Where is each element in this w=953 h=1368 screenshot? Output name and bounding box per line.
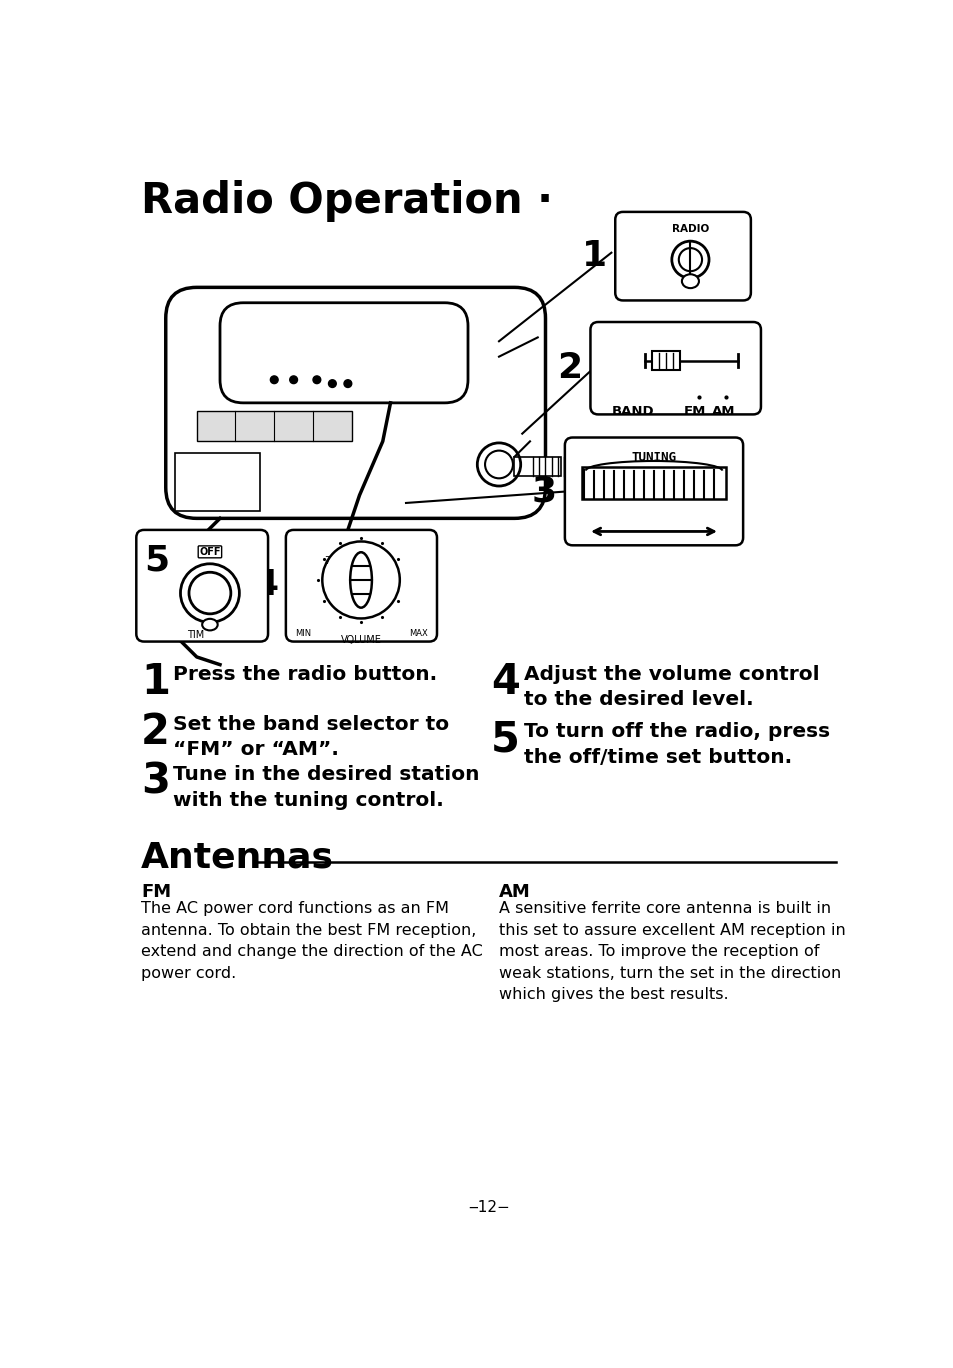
Bar (196, 410, 352, 442)
Text: 2: 2 (141, 711, 170, 752)
Text: 5: 5 (144, 543, 169, 577)
Ellipse shape (202, 618, 217, 631)
Text: MAX: MAX (409, 629, 427, 639)
Text: Tune in the desired station
with the tuning control.: Tune in the desired station with the tun… (173, 765, 479, 810)
Text: Set the band selector to
“FM” or “AM”.: Set the band selector to “FM” or “AM”. (173, 714, 449, 759)
FancyBboxPatch shape (166, 287, 545, 518)
Text: RADIO: RADIO (671, 224, 708, 234)
Text: 5: 5 (491, 718, 519, 761)
Circle shape (270, 376, 278, 383)
Text: 4: 4 (491, 661, 519, 703)
FancyBboxPatch shape (590, 321, 760, 415)
Bar (581, 466, 725, 499)
Ellipse shape (350, 553, 372, 607)
Text: OFF: OFF (199, 547, 220, 557)
FancyBboxPatch shape (136, 529, 268, 642)
Bar (652, 352, 679, 369)
FancyBboxPatch shape (220, 302, 468, 402)
FancyBboxPatch shape (286, 529, 436, 642)
Circle shape (328, 380, 335, 387)
Text: ‒12−: ‒12− (468, 1200, 509, 1215)
Text: FM: FM (141, 882, 171, 900)
Text: 7: 7 (324, 555, 331, 566)
Circle shape (290, 376, 297, 383)
Text: MIN: MIN (294, 629, 311, 639)
Text: AM: AM (711, 405, 735, 419)
Text: TIM: TIM (187, 631, 204, 640)
Text: VOLUME: VOLUME (340, 635, 381, 646)
FancyBboxPatch shape (615, 212, 750, 301)
Text: 3: 3 (141, 761, 170, 803)
Text: The AC power cord functions as an FM
antenna. To obtain the best FM reception,
e: The AC power cord functions as an FM ant… (141, 902, 482, 981)
Circle shape (313, 376, 320, 383)
Ellipse shape (681, 274, 699, 289)
Text: Antennas: Antennas (141, 840, 334, 874)
Text: AM: AM (498, 882, 530, 900)
Circle shape (344, 380, 352, 387)
Text: 1: 1 (581, 239, 607, 272)
Bar (174, 453, 260, 510)
Text: 4: 4 (253, 568, 278, 602)
Text: Adjust the volume control
to the desired level.: Adjust the volume control to the desired… (523, 665, 819, 710)
Text: A sensitive ferrite core antenna is built in
this set to assure excellent AM rec: A sensitive ferrite core antenna is buil… (498, 902, 845, 1003)
FancyBboxPatch shape (564, 438, 742, 546)
Bar (514, 457, 560, 476)
Text: Radio Operation ·: Radio Operation · (141, 179, 553, 222)
Text: 1: 1 (141, 661, 170, 703)
Text: BAND: BAND (612, 405, 654, 419)
Text: 3: 3 (532, 475, 557, 509)
Text: To turn off the radio, press
the off/time set button.: To turn off the radio, press the off/tim… (523, 722, 829, 767)
Text: Press the radio button.: Press the radio button. (173, 665, 437, 684)
Text: 2: 2 (557, 352, 582, 386)
Text: FM: FM (683, 405, 705, 419)
Text: TUNING: TUNING (631, 451, 676, 464)
